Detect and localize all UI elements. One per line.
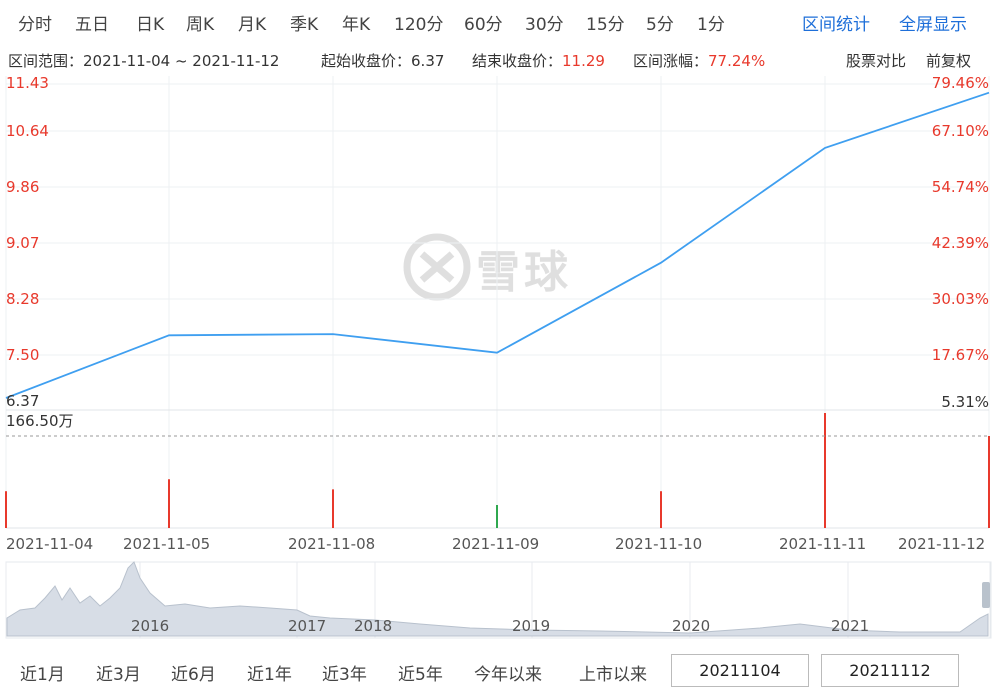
- y-tick-right-5: 17.67%: [931, 346, 989, 364]
- overview-year-4: 2020: [672, 617, 711, 635]
- start-close-label: 起始收盘价：: [321, 52, 412, 70]
- y-tick-left-5: 7.50: [6, 346, 40, 364]
- end-date-input[interactable]: [821, 654, 959, 687]
- tab-month-k[interactable]: 月K: [238, 15, 267, 35]
- overview-year-3: 2019: [512, 617, 551, 635]
- adjust-mode-button[interactable]: 前复权: [926, 52, 972, 70]
- overview-navigator[interactable]: [0, 558, 997, 642]
- y-tick-right-0: 79.46%: [931, 74, 989, 92]
- range-1y[interactable]: 近1年: [247, 665, 292, 685]
- y-tick-left-0: 11.43: [6, 74, 49, 92]
- range-3m[interactable]: 近3月: [96, 665, 141, 685]
- tab-week-k[interactable]: 周K: [186, 15, 215, 35]
- range-ytd[interactable]: 今年以来: [474, 665, 542, 685]
- tab-15min[interactable]: 15分: [586, 15, 625, 35]
- x-tick-4: 2021-11-10: [615, 535, 703, 553]
- tab-5min[interactable]: 5分: [646, 15, 674, 35]
- x-tick-0: 2021-11-04: [6, 535, 94, 553]
- watermark-text: 雪球: [476, 247, 572, 298]
- range-since-listing[interactable]: 上市以来: [579, 665, 647, 685]
- tab-1min[interactable]: 1分: [697, 15, 725, 35]
- fullscreen-link[interactable]: 全屏显示: [899, 15, 967, 35]
- interval-change-label: 区间涨幅：: [633, 52, 709, 70]
- xueqiu-logo-icon: [403, 233, 471, 301]
- x-tick-6: 2021-11-12: [898, 535, 986, 553]
- range-label: 区间范围：2021-11-04 ~ 2021-11-12: [8, 50, 279, 71]
- volume-max-label: 166.50万: [6, 412, 74, 430]
- interval-stats-link[interactable]: 区间统计: [802, 15, 870, 35]
- range-3y[interactable]: 近3年: [322, 665, 367, 685]
- start-date-input[interactable]: [671, 654, 809, 687]
- y-tick-left-2: 9.86: [6, 178, 40, 196]
- range-value: 2021-11-04 ~ 2021-11-12: [83, 52, 280, 70]
- overview-year-1: 2017: [288, 617, 327, 635]
- overview-year-2: 2018: [354, 617, 393, 635]
- start-close: 起始收盘价：6.37: [321, 50, 444, 71]
- tab-year-k[interactable]: 年K: [342, 15, 371, 35]
- end-close-label: 结束收盘价：: [472, 52, 563, 70]
- y-tick-right-2: 54.74%: [931, 178, 989, 196]
- x-tick-1: 2021-11-05: [123, 535, 211, 553]
- y-tick-right-6: 5.31%: [941, 393, 989, 411]
- range-1m[interactable]: 近1月: [20, 665, 65, 685]
- x-tick-5: 2021-11-11: [779, 535, 867, 553]
- tab-five-day[interactable]: 五日: [75, 15, 109, 35]
- tab-60min[interactable]: 60分: [464, 15, 503, 35]
- end-close: 结束收盘价：11.29: [472, 50, 605, 71]
- overview-year-0: 2016: [131, 617, 170, 635]
- navigator-handle[interactable]: [982, 582, 990, 608]
- overview-area: [6, 561, 989, 637]
- tab-120min[interactable]: 120分: [394, 15, 444, 35]
- end-close-value: 11.29: [562, 52, 605, 70]
- overview-year-5: 2021: [831, 617, 870, 635]
- interval-info-bar: 区间范围：2021-11-04 ~ 2021-11-12 起始收盘价：6.37 …: [0, 44, 997, 74]
- range-6m[interactable]: 近6月: [171, 665, 216, 685]
- x-tick-3: 2021-11-09: [452, 535, 540, 553]
- price-chart[interactable]: [0, 0, 997, 560]
- xueqiu-watermark: 雪球: [402, 232, 592, 302]
- y-tick-left-3: 9.07: [6, 234, 40, 252]
- x-tick-2: 2021-11-08: [288, 535, 376, 553]
- y-tick-left-1: 10.64: [6, 122, 49, 140]
- range-label-text: 区间范围：: [8, 52, 84, 70]
- y-tick-left-6: 6.37: [6, 392, 40, 410]
- tab-fenshi[interactable]: 分时: [18, 15, 52, 35]
- price-line-layer: [5, 91, 990, 399]
- tab-day-k[interactable]: 日K: [136, 15, 165, 35]
- period-tabs: 分时 五日 日K 周K 月K 季K 年K 120分 60分 30分 15分 5分…: [0, 0, 997, 44]
- y-tick-right-1: 67.10%: [931, 122, 989, 140]
- interval-change-value: 77.24%: [708, 52, 766, 70]
- stock-compare-button[interactable]: 股票对比: [846, 52, 907, 70]
- y-tick-right-4: 30.03%: [931, 290, 989, 308]
- range-5y[interactable]: 近5年: [398, 665, 443, 685]
- start-close-value: 6.37: [411, 52, 445, 70]
- range-selector-bar: 近1月 近3月 近6月 近1年 近3年 近5年 今年以来 上市以来: [0, 648, 997, 696]
- y-tick-right-3: 42.39%: [931, 234, 989, 252]
- interval-change: 区间涨幅：77.24%: [633, 50, 765, 71]
- tab-quarter-k[interactable]: 季K: [290, 15, 319, 35]
- y-tick-left-4: 8.28: [6, 290, 40, 308]
- volume-bars: [5, 413, 990, 528]
- tab-30min[interactable]: 30分: [525, 15, 564, 35]
- chart-grid: [5, 76, 990, 529]
